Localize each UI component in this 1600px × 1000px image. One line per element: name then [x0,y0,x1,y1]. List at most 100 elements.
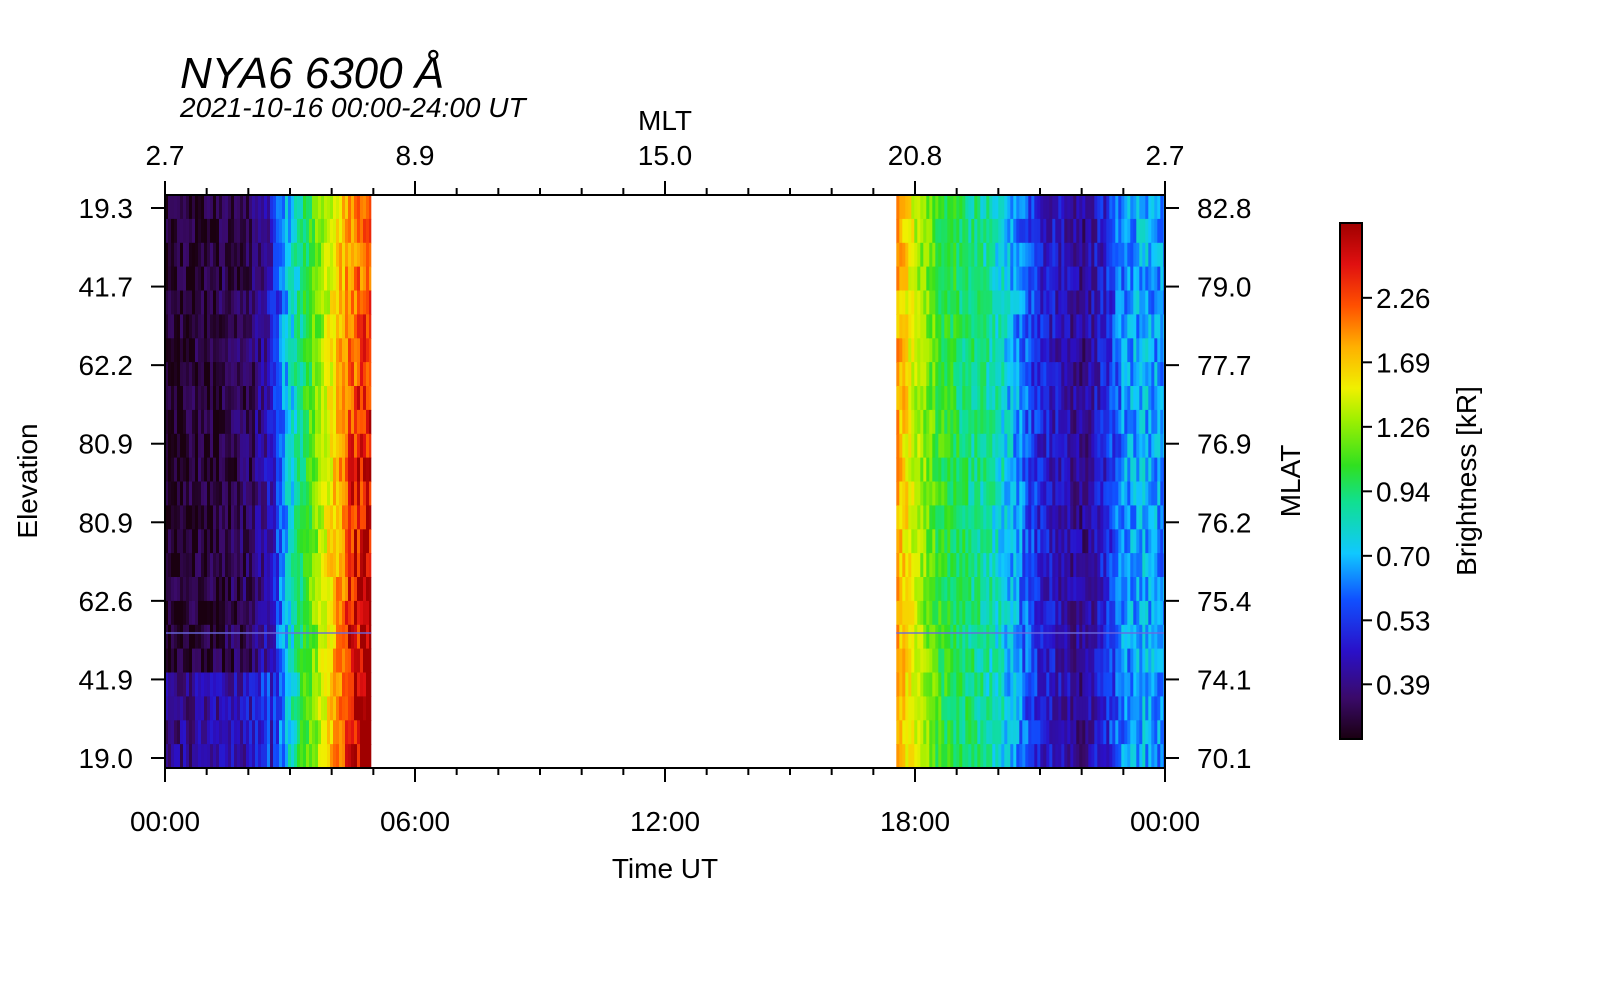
keogram-cell [306,409,310,435]
keogram-cell [279,218,283,244]
keogram-cell [1097,242,1101,268]
keogram-cell [923,218,927,244]
keogram-cell [1079,553,1083,578]
keogram-cell [282,409,286,435]
keogram-cell [303,266,307,292]
keogram-cell [360,195,364,220]
keogram-cell [363,672,367,697]
keogram-cell [896,338,900,363]
keogram-cell [965,338,969,363]
keogram-cell [174,242,178,268]
keogram-cell [264,218,268,244]
keogram-cell [1019,529,1023,554]
keogram-cell [207,218,211,244]
keogram-cell [186,409,190,435]
keogram-cell [935,696,939,721]
keogram-cell [294,720,298,745]
keogram-cell [300,266,304,292]
keogram-cell [294,242,298,268]
keogram-cell [1022,266,1026,292]
keogram-cell [336,505,340,530]
keogram-cell [944,696,948,721]
keogram-cell [1010,290,1014,315]
keogram-cell [354,218,358,244]
keogram-cell [366,720,370,745]
keogram-cell [1004,696,1008,721]
keogram-cell [285,600,289,626]
keogram-cell [965,553,969,578]
keogram-cell [171,672,175,697]
keogram-cell [959,409,963,435]
keogram-cell [168,481,172,506]
keogram-cell [1070,338,1074,363]
keogram-cell [165,218,169,244]
keogram-cell [213,266,217,292]
keogram-cell [1058,409,1062,435]
keogram-cell [258,672,262,697]
keogram-cell [1103,409,1107,435]
keogram-cell [366,600,370,626]
keogram-cell [366,433,370,459]
keogram-cell [198,457,202,483]
keogram-cell [1052,409,1056,435]
keogram-cell [1079,433,1083,459]
keogram-cell [303,195,307,220]
keogram-cell [1109,290,1113,315]
keogram-cell [282,266,286,292]
keogram-cell [965,577,969,602]
keogram-cell [1109,577,1113,602]
keogram-cell [1064,744,1068,768]
keogram-cell [923,720,927,745]
keogram-cell [207,720,211,745]
keogram-cell [294,577,298,602]
keogram-cell [312,195,316,220]
keogram-cell [1103,600,1107,626]
keogram-cell [986,314,990,339]
keogram-cell [941,648,945,674]
keogram-cell [240,720,244,745]
keogram-cell [929,242,933,268]
keogram-cell [1049,362,1053,387]
keogram-cell [998,338,1002,363]
keogram-cell [213,457,217,483]
keogram-cell [992,505,996,530]
keogram-cell [1007,338,1011,363]
keogram-cell [1019,624,1023,650]
keogram-cell [1142,195,1146,220]
keogram-cell [177,600,181,626]
keogram-cell [1076,577,1080,602]
keogram-cell [201,720,205,745]
keogram-cell [174,457,178,483]
keogram-cell [1019,290,1023,315]
keogram-cell [204,409,208,435]
keogram-cell [354,290,358,315]
keogram-cell [1121,266,1125,292]
keogram-cell [312,290,316,315]
keogram-cell [935,624,939,650]
keogram-cell [1031,672,1035,697]
keogram-cell [998,672,1002,697]
keogram-cell [896,672,900,697]
keogram-cell [309,433,313,459]
keogram-cell [1022,457,1026,483]
keogram-cell [228,338,232,363]
keogram-cell [1070,266,1074,292]
keogram-cell [174,600,178,626]
keogram-cell [261,481,265,506]
keogram-cell [366,218,370,244]
keogram-cell [1085,314,1089,339]
keogram-cell [1058,242,1062,268]
keogram-cell [354,696,358,721]
keogram-cell [1112,314,1116,339]
keogram-cell [992,624,996,650]
keogram-cell [1094,314,1098,339]
keogram-cell [917,624,921,650]
keogram-cell [315,648,319,674]
keogram-cell [1106,457,1110,483]
keogram-cell [285,624,289,650]
keogram-cell [288,457,292,483]
keogram-cell [968,481,972,506]
keogram-cell [959,362,963,387]
keogram-cell [1058,338,1062,363]
keogram-cell [306,577,310,602]
